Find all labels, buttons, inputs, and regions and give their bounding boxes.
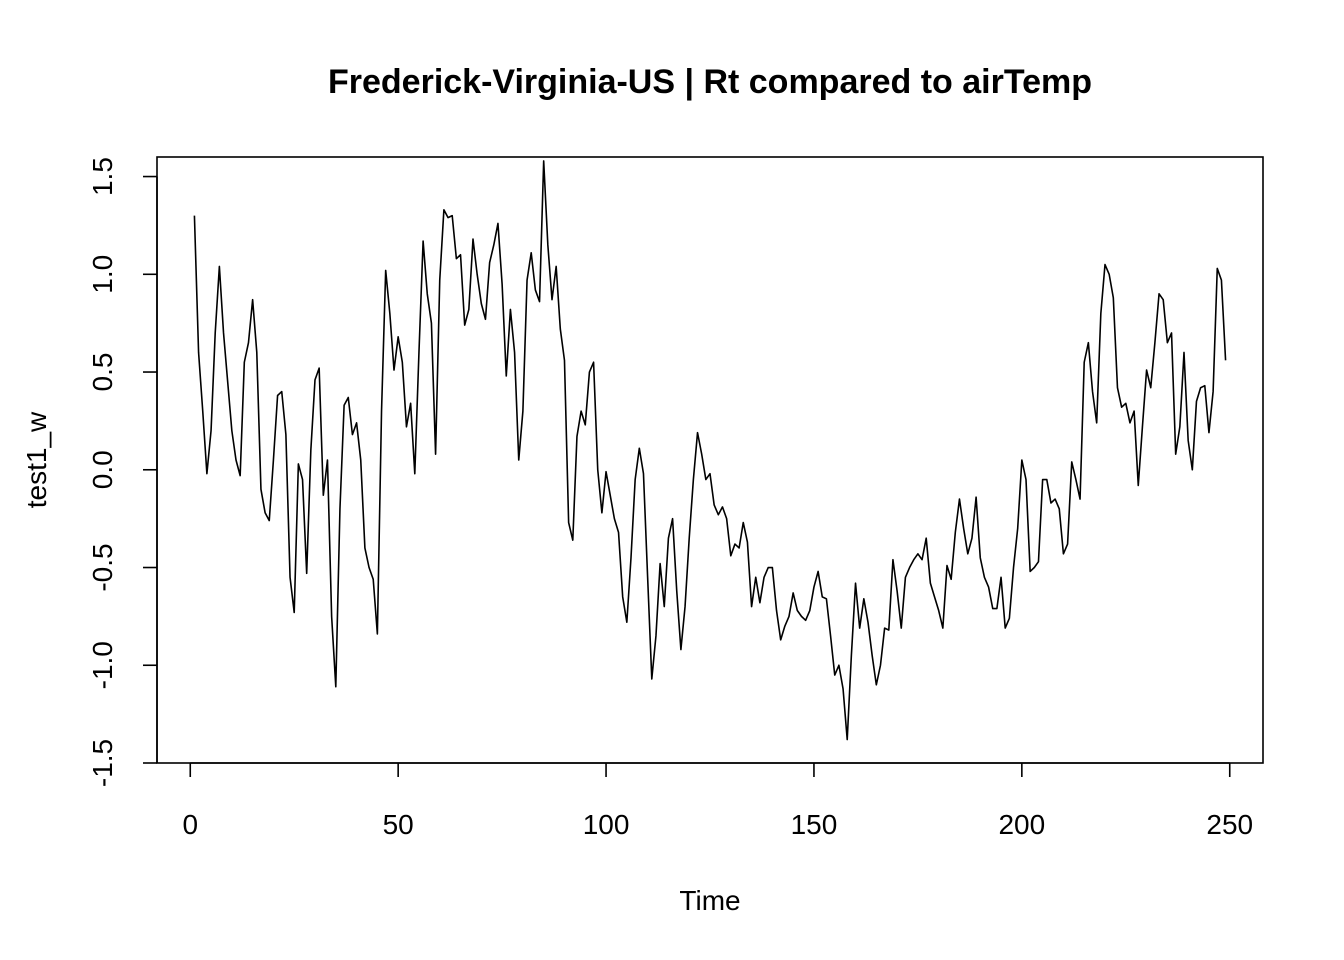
chart-title: Frederick-Virginia-US | Rt compared to a… (328, 63, 1092, 101)
x-tick-label: 150 (791, 809, 838, 840)
y-tick-label: 1.0 (87, 255, 118, 294)
y-tick-label: -0.5 (87, 543, 118, 591)
y-tick-label: 1.5 (87, 157, 118, 196)
y-tick-label: 0.5 (87, 353, 118, 392)
x-tick-label: 200 (998, 809, 1045, 840)
y-axis-label: test1_w (21, 411, 52, 508)
y-tick-label: -1.0 (87, 641, 118, 689)
y-tick-label: 0.0 (87, 450, 118, 489)
x-tick-label: 250 (1206, 809, 1253, 840)
x-tick-label: 50 (383, 809, 414, 840)
series-line-test1-w (193, 160, 1227, 741)
y-axis: -1.5 -1.0 -0.5 0.0 0.5 1.0 1.5 (87, 157, 158, 787)
x-axis-label: Time (679, 885, 740, 916)
x-tick-label: 0 (182, 809, 198, 840)
x-tick-label: 100 (583, 809, 630, 840)
y-tick-label: -1.5 (87, 739, 118, 787)
x-axis: 0 50 100 150 200 250 (182, 762, 1253, 840)
